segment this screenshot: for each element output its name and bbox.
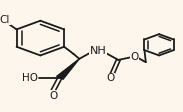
Text: O: O <box>106 73 115 83</box>
Text: NH: NH <box>89 46 106 56</box>
Text: O: O <box>130 52 138 62</box>
Text: O: O <box>49 90 57 101</box>
Text: Cl: Cl <box>0 15 10 25</box>
Text: HO: HO <box>22 73 38 83</box>
Polygon shape <box>57 59 79 79</box>
